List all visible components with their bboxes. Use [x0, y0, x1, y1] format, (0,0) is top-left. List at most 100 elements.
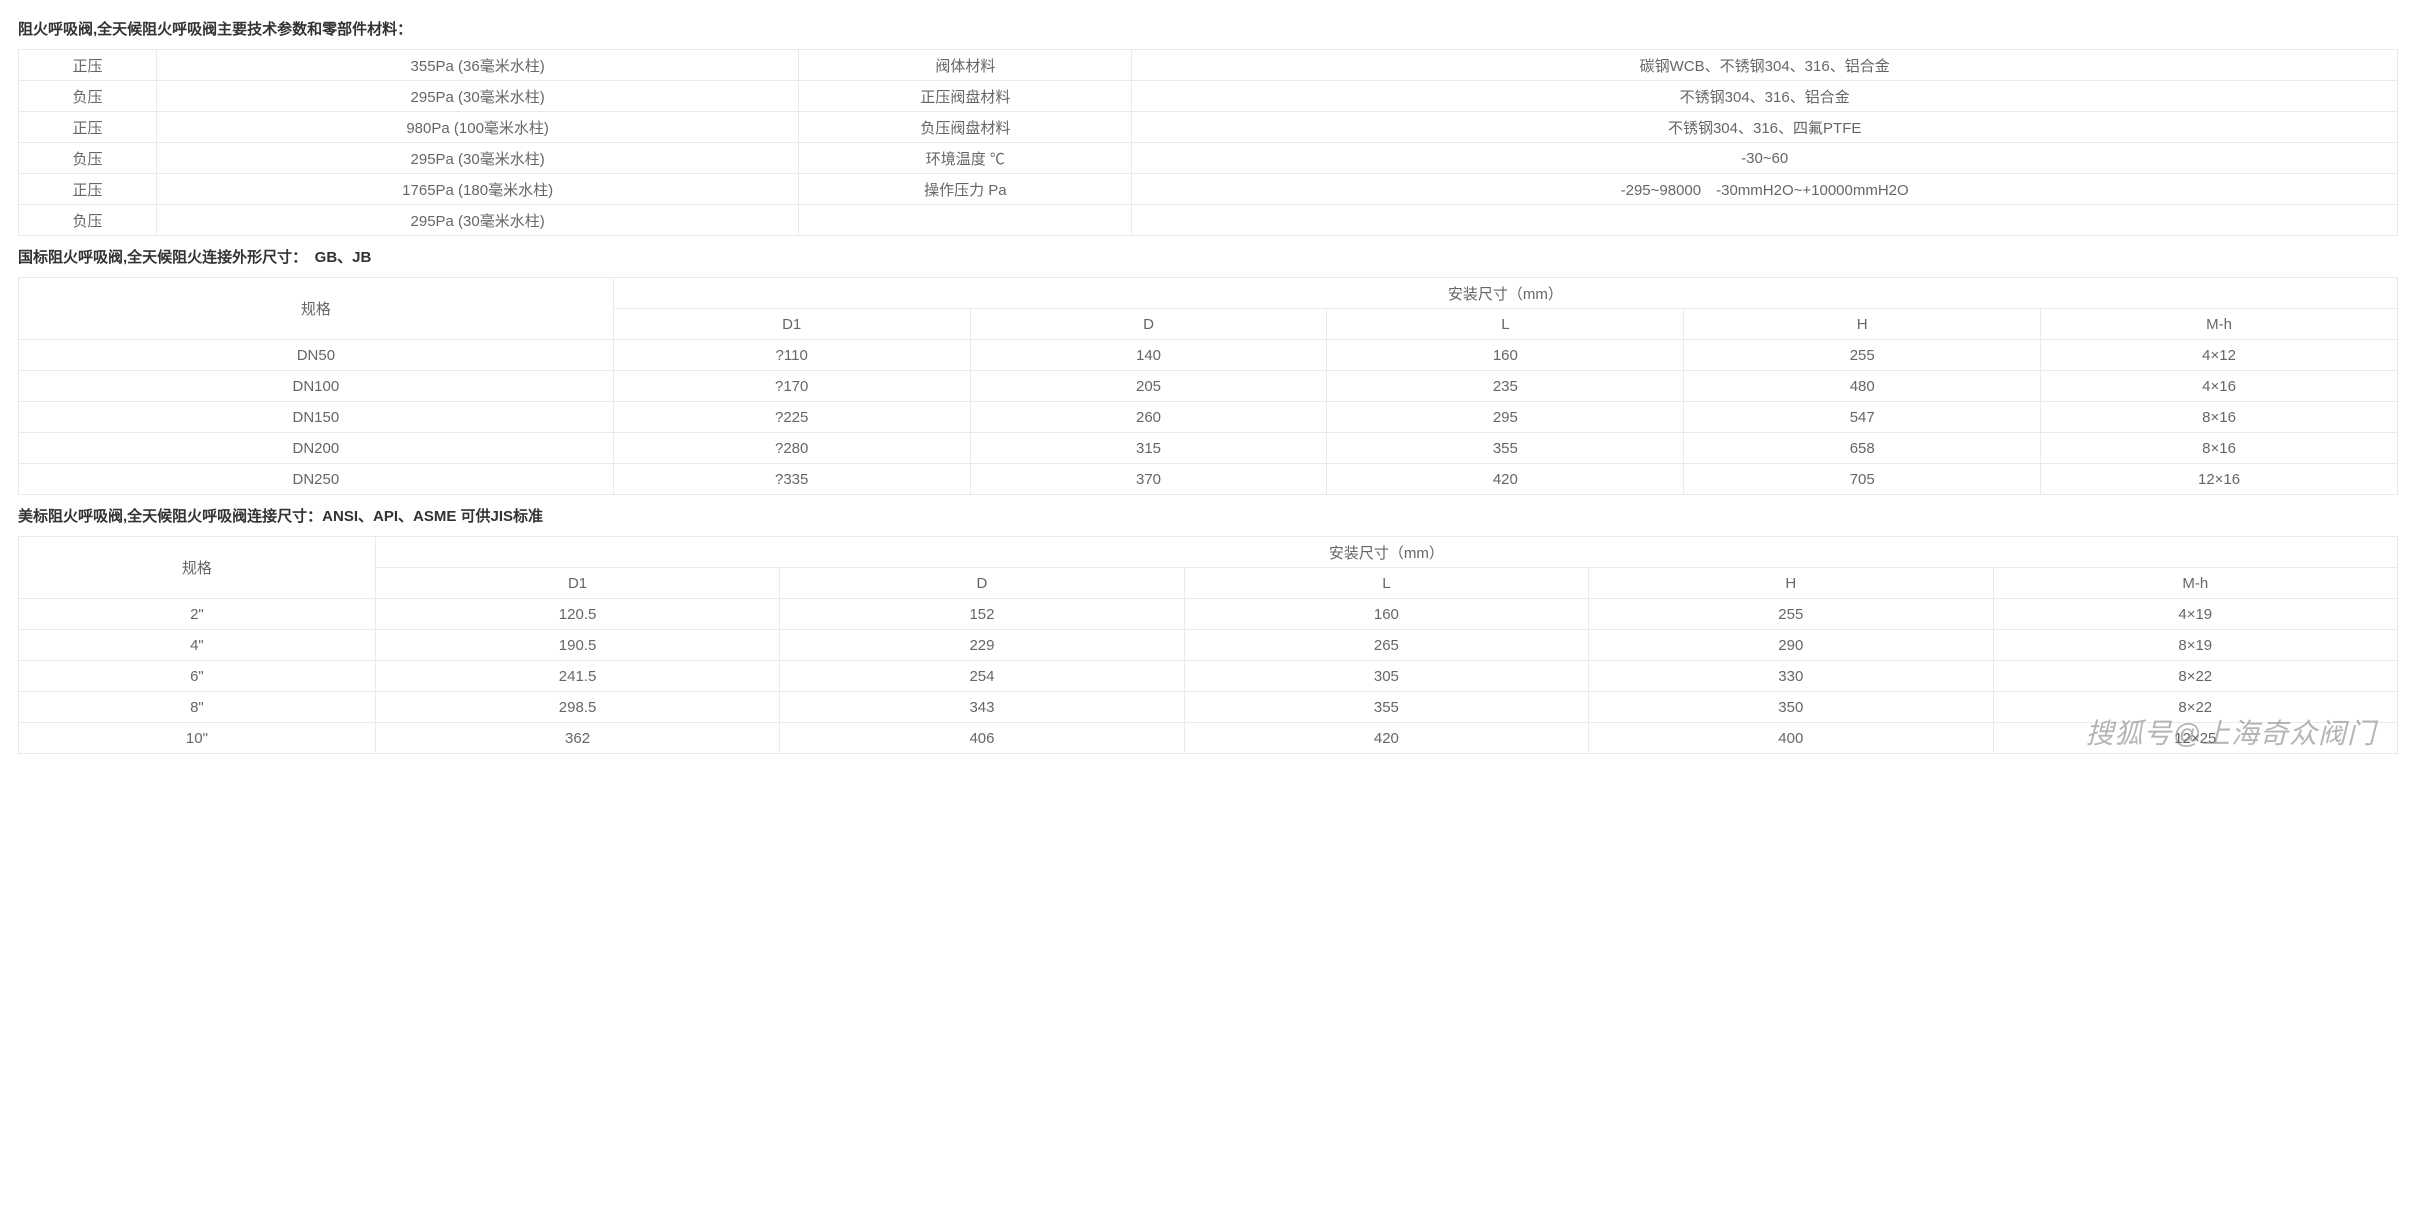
table-cell: 正压阀盘材料	[799, 81, 1132, 112]
table-cell	[799, 205, 1132, 236]
table-cell: 362	[375, 723, 779, 754]
table-cell: 负压阀盘材料	[799, 112, 1132, 143]
table-row: DN100?1702052354804×16	[19, 371, 2398, 402]
table-cell: 355	[1327, 433, 1684, 464]
table-cell: 4×12	[2041, 340, 2398, 371]
table-cell: 315	[970, 433, 1327, 464]
table-row: DN150?2252602955478×16	[19, 402, 2398, 433]
table-cell: 操作压力 Pa	[799, 174, 1132, 205]
ansi-subheader: L	[1184, 568, 1588, 599]
table-cell: 330	[1589, 661, 1993, 692]
section2-title: 国标阻火呼吸阀,全天候阻火连接外形尺寸： GB、JB	[18, 246, 2398, 267]
table-cell: 160	[1327, 340, 1684, 371]
gb-tbody: DN50?1101401602554×12DN100?1702052354804…	[19, 340, 2398, 495]
section3-title: 美标阻火呼吸阀,全天候阻火呼吸阀连接尺寸：ANSI、API、ASME 可供JIS…	[18, 505, 2398, 526]
table-cell: 298.5	[375, 692, 779, 723]
ansi-thead: 规格 安装尺寸（mm） D1DLHM-h	[19, 537, 2398, 599]
table-cell: ?280	[613, 433, 970, 464]
table-cell: 1765Pa (180毫米水柱)	[156, 174, 798, 205]
table-cell: 碳钢WCB、不锈钢304、316、铝合金	[1132, 50, 2398, 81]
table-cell: 8×16	[2041, 433, 2398, 464]
table-cell: 305	[1184, 661, 1588, 692]
table-cell: 229	[780, 630, 1184, 661]
ansi-tbody: 2"120.51521602554×194"190.52292652908×19…	[19, 599, 2398, 754]
table-cell: 370	[970, 464, 1327, 495]
table-row: 负压295Pa (30毫米水柱)正压阀盘材料不锈钢304、316、铝合金	[19, 81, 2398, 112]
table-row: 8"298.53433553508×22	[19, 692, 2398, 723]
table-cell: 406	[780, 723, 1184, 754]
gb-header-spec: 规格	[19, 278, 614, 340]
table-row: 6"241.52543053308×22	[19, 661, 2398, 692]
table-cell: 160	[1184, 599, 1588, 630]
table-cell: 355Pa (36毫米水柱)	[156, 50, 798, 81]
table-cell: 420	[1327, 464, 1684, 495]
gb-subheader: M-h	[2041, 309, 2398, 340]
table-cell: 290	[1589, 630, 1993, 661]
ansi-subheader: D	[780, 568, 1184, 599]
table-cell: 140	[970, 340, 1327, 371]
table-cell: DN150	[19, 402, 614, 433]
table-cell: 265	[1184, 630, 1588, 661]
table-cell: 8"	[19, 692, 376, 723]
gb-subheader: D1	[613, 309, 970, 340]
table-cell: 8×19	[1993, 630, 2397, 661]
table-cell: 235	[1327, 371, 1684, 402]
table-cell: 355	[1184, 692, 1588, 723]
table-cell: 343	[780, 692, 1184, 723]
table-cell: 254	[780, 661, 1184, 692]
table-cell: 295	[1327, 402, 1684, 433]
table-cell: 705	[1684, 464, 2041, 495]
table-cell: 10"	[19, 723, 376, 754]
table-cell: 阀体材料	[799, 50, 1132, 81]
table-row: DN250?33537042070512×16	[19, 464, 2398, 495]
table-cell: 480	[1684, 371, 2041, 402]
table-cell: 295Pa (30毫米水柱)	[156, 81, 798, 112]
table-cell: 8×22	[1993, 692, 2397, 723]
table-cell: 负压	[19, 143, 157, 174]
gb-subheader: H	[1684, 309, 2041, 340]
table-cell: 295Pa (30毫米水柱)	[156, 205, 798, 236]
table-row: 2"120.51521602554×19	[19, 599, 2398, 630]
gb-dimensions-table: 规格 安装尺寸（mm） D1DLHM-h DN50?1101401602554×…	[18, 277, 2398, 495]
table-cell: 255	[1589, 599, 1993, 630]
table-cell: ?225	[613, 402, 970, 433]
gb-subheader: L	[1327, 309, 1684, 340]
table-cell: ?335	[613, 464, 970, 495]
table-row: DN50?1101401602554×12	[19, 340, 2398, 371]
table-cell: DN100	[19, 371, 614, 402]
ansi-subheader: M-h	[1993, 568, 2397, 599]
table-cell: 负压	[19, 205, 157, 236]
table-cell: 环境温度 ℃	[799, 143, 1132, 174]
table-cell: 12×16	[2041, 464, 2398, 495]
table-cell: DN50	[19, 340, 614, 371]
table-cell: 4×19	[1993, 599, 2397, 630]
gb-thead: 规格 安装尺寸（mm） D1DLHM-h	[19, 278, 2398, 340]
ansi-subheader: D1	[375, 568, 779, 599]
table-cell: 350	[1589, 692, 1993, 723]
table-row: 正压980Pa (100毫米水柱)负压阀盘材料不锈钢304、316、四氟PTFE	[19, 112, 2398, 143]
table-cell: 4"	[19, 630, 376, 661]
table-cell: 205	[970, 371, 1327, 402]
table-cell: DN250	[19, 464, 614, 495]
table-row: 4"190.52292652908×19	[19, 630, 2398, 661]
table-cell: 255	[1684, 340, 2041, 371]
table-cell: 420	[1184, 723, 1588, 754]
table-cell: -295~98000 -30mmH2O~+10000mmH2O	[1132, 174, 2398, 205]
table-cell: DN200	[19, 433, 614, 464]
table-cell: 980Pa (100毫米水柱)	[156, 112, 798, 143]
table-cell: 120.5	[375, 599, 779, 630]
table-cell: 241.5	[375, 661, 779, 692]
gb-header-group: 安装尺寸（mm）	[613, 278, 2397, 309]
table-row: 负压295Pa (30毫米水柱)	[19, 205, 2398, 236]
ansi-subheader: H	[1589, 568, 1993, 599]
table-row: DN200?2803153556588×16	[19, 433, 2398, 464]
ansi-dimensions-table: 规格 安装尺寸（mm） D1DLHM-h 2"120.51521602554×1…	[18, 536, 2398, 754]
table-row: 正压1765Pa (180毫米水柱)操作压力 Pa-295~98000 -30m…	[19, 174, 2398, 205]
table-cell: 6"	[19, 661, 376, 692]
params-table: 正压 355Pa (36毫米水柱)阀体材料碳钢WCB、不锈钢304、316、铝合金…	[18, 49, 2398, 236]
table-cell: 400	[1589, 723, 1993, 754]
table-cell: 547	[1684, 402, 2041, 433]
table-cell: 正压	[19, 112, 157, 143]
table-cell: 12×25	[1993, 723, 2397, 754]
ansi-header-spec: 规格	[19, 537, 376, 599]
